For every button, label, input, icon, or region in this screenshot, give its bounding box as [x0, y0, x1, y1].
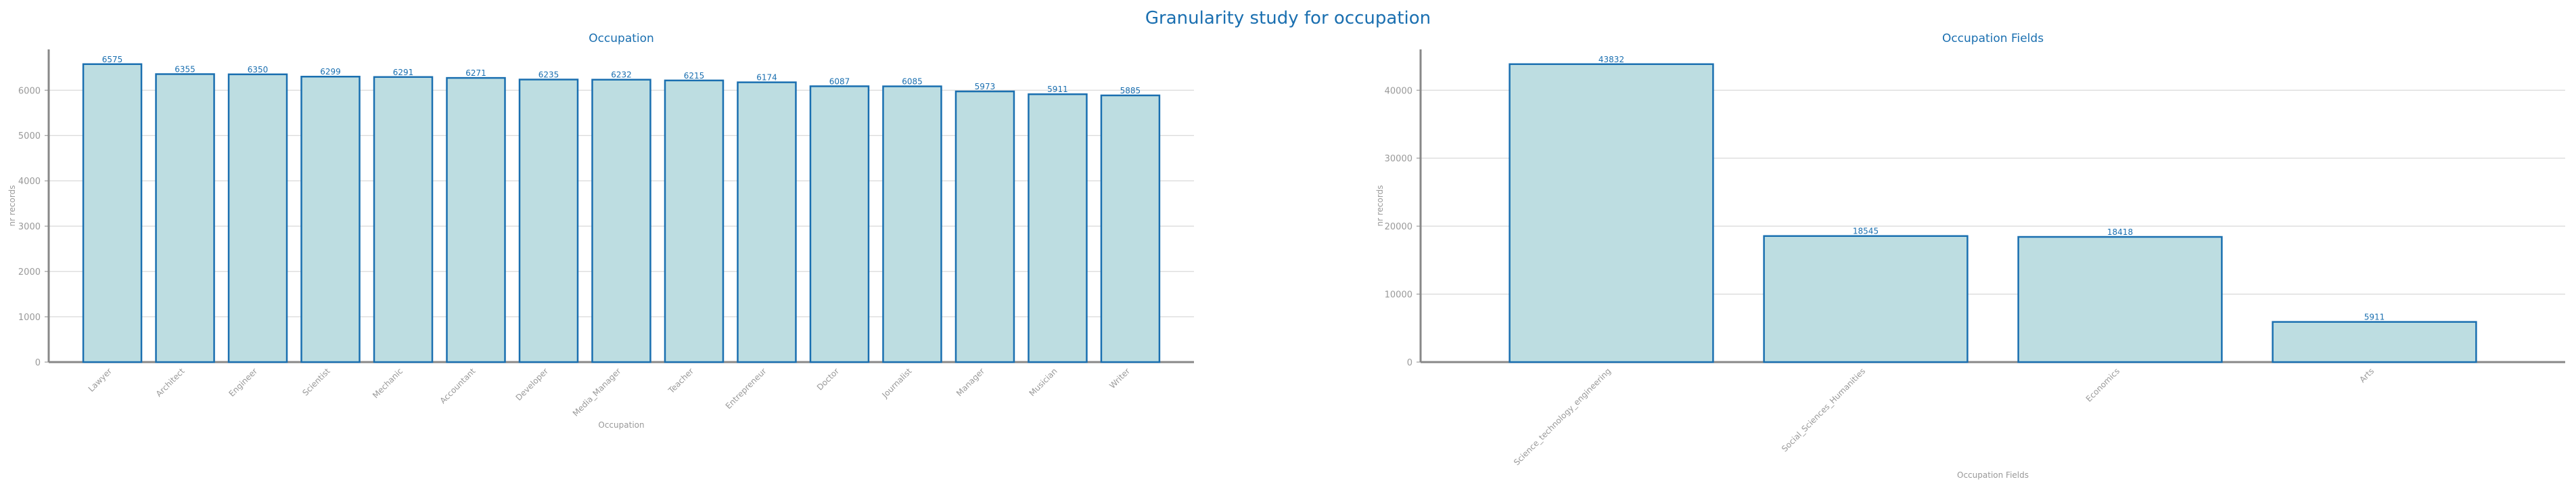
chart1-y-axis-label: nr records	[7, 185, 17, 227]
chart2-y-axis-label: nr records	[1375, 185, 1385, 227]
chart1-x-tick-label: Entrepreneur	[724, 366, 768, 411]
chart1-data-label: 6174	[756, 73, 777, 83]
chart1-x-tick-label: Developer	[514, 366, 551, 403]
chart2-x-tick-label: Economics	[2084, 366, 2121, 403]
chart1-x-tick-label: Writer	[1107, 366, 1132, 391]
chart1-data-label: 6087	[829, 76, 850, 86]
chart2-data-label: 43832	[1598, 55, 1624, 64]
chart1-bar-scientist	[300, 75, 361, 363]
chart2-y-tick-label: 30000	[1385, 154, 1412, 164]
chart2-data-label: 18418	[2107, 227, 2133, 237]
chart1-data-label: 6271	[465, 68, 486, 78]
chart1-data-label: 6299	[320, 67, 341, 76]
chart2-x-axis-label: Occupation Fields	[1957, 470, 2029, 480]
chart1-bar-journalist	[882, 85, 942, 363]
chart1-x-tick-label: Media_Manager	[571, 366, 623, 418]
chart2-y-tick-label: 10000	[1385, 290, 1412, 300]
chart2-y-tick-label: 20000	[1385, 222, 1412, 232]
chart1-x-tick-label: Engineer	[227, 366, 259, 399]
chart2-data-label: 18545	[1853, 227, 1879, 236]
chart1-x-tick-label: Mechanic	[371, 366, 405, 400]
chart1-bar-architect	[155, 73, 215, 363]
chart1-bar-writer	[1100, 94, 1161, 363]
chart2-x-tick-label: Social_Sciences_Humanities	[1780, 366, 1867, 453]
chart1-title: Occupation	[589, 32, 654, 45]
chart2-x-tick-label: Science_technology_engineering	[1512, 366, 1613, 467]
chart1-data-label: 6235	[538, 70, 559, 80]
chart1-x-tick-label: Scientist	[300, 366, 332, 398]
chart1-data-label: 6575	[102, 55, 123, 64]
chart1-y-tick-label: 2000	[18, 267, 41, 277]
chart1-y-tick-label: 3000	[18, 222, 41, 232]
chart1-bar-teacher	[664, 79, 724, 363]
chart1-bar-developer	[518, 79, 579, 363]
chart1-x-tick-label: Accountant	[438, 366, 478, 405]
chart1-bar-lawyer	[82, 63, 143, 363]
chart2-x-tick-label: Arts	[2358, 366, 2376, 384]
chart2-bar-social_sciences_humanities	[1763, 235, 1969, 363]
chart2-y-tick-label: 40000	[1385, 86, 1412, 96]
chart1-x-axis-label: Occupation	[598, 420, 644, 430]
chart1-data-label: 5885	[1120, 86, 1141, 95]
chart1-x-tick-label: Architect	[154, 366, 187, 399]
chart1-bar-doctor	[809, 85, 870, 363]
chart1-y-tick-label: 0	[35, 358, 41, 368]
chart1-data-label: 5911	[1047, 85, 1068, 94]
chart1-data-label: 6215	[684, 71, 705, 81]
chart1-x-tick-label: Teacher	[666, 366, 696, 396]
chart1-x-tick-label: Musician	[1028, 366, 1059, 398]
chart2-data-label: 5911	[2364, 313, 2385, 322]
chart1-bar-entrepreneur	[737, 81, 797, 363]
chart1-bar-manager	[954, 90, 1015, 363]
chart2-y-tick-label: 0	[1407, 358, 1412, 368]
chart2-bar-economics	[2017, 236, 2223, 363]
chart1-data-label: 6085	[902, 77, 923, 87]
chart2-bar-science_technology_engineering	[1509, 63, 1714, 363]
chart1-y-tick-label: 4000	[18, 177, 41, 187]
chart1-y-tick-label: 5000	[18, 131, 41, 141]
chart1-y-tick-label: 6000	[18, 86, 41, 96]
chart1-data-label: 6232	[611, 70, 632, 80]
chart1-data-label: 6350	[248, 65, 269, 74]
chart1-bar-media_manager	[591, 79, 651, 363]
chart1-y-tick-label: 1000	[18, 313, 41, 323]
chart1-data-label: 6355	[175, 64, 196, 74]
chart1-bar-mechanic	[373, 76, 434, 363]
chart2-bar-arts	[2272, 321, 2477, 363]
chart1-x-tick-label: Journalist	[880, 366, 914, 400]
chart1-bar-accountant	[446, 76, 506, 363]
chart1-x-tick-label: Doctor	[815, 366, 841, 392]
figure-title: Granularity study for occupation	[1145, 8, 1431, 28]
chart1-bar-musician	[1028, 93, 1088, 363]
chart1-data-label: 6291	[393, 68, 414, 77]
chart1-x-tick-label: Manager	[954, 366, 986, 398]
chart1-x-tick-label: Lawyer	[87, 366, 114, 394]
chart2-title: Occupation Fields	[1942, 32, 2044, 45]
chart1-bar-engineer	[227, 73, 288, 363]
chart1-data-label: 5973	[975, 82, 996, 91]
